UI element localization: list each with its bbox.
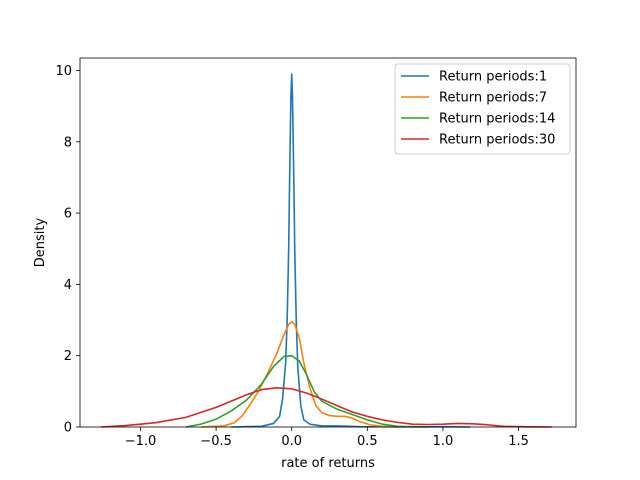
- legend-box: [394, 63, 571, 155]
- y-axis: 0 2 4 6 8 10: [55, 64, 80, 436]
- y-axis-label: Density: [33, 217, 48, 267]
- x-tick-label: 0.0: [281, 434, 302, 449]
- x-axis: −1.0 −0.5 0.0 0.5 1.0 1.5: [125, 427, 529, 449]
- legend-label-4: Return periods:30: [439, 133, 555, 148]
- x-tick-label: −0.5: [200, 434, 232, 449]
- x-tick-label: 1.5: [508, 434, 529, 449]
- legend-label-3: Return periods:14: [439, 112, 555, 127]
- legend: Return periods:1 Return periods:7 Return p…: [394, 63, 571, 155]
- series-line-4: [101, 386, 552, 428]
- legend-label-1: Return periods:1: [439, 70, 547, 85]
- series-line-1: [231, 73, 471, 428]
- series-line-3: [185, 354, 428, 428]
- plot-frame: [79, 57, 577, 428]
- y-tick-label: 6: [64, 207, 72, 222]
- y-tick-label: 10: [55, 64, 72, 79]
- x-axis-label: rate of returns: [281, 456, 375, 471]
- y-tick-label: 0: [64, 421, 72, 436]
- y-tick-label: 8: [64, 135, 72, 150]
- y-tick-label: 4: [64, 278, 72, 293]
- series-line-2: [200, 321, 398, 428]
- x-tick-label: −1.0: [125, 434, 157, 449]
- series-layer: [101, 73, 552, 428]
- legend-label-2: Return periods:7: [439, 91, 547, 106]
- x-tick-label: 0.5: [357, 434, 378, 449]
- y-tick-label: 2: [64, 349, 72, 364]
- x-tick-label: 1.0: [433, 434, 454, 449]
